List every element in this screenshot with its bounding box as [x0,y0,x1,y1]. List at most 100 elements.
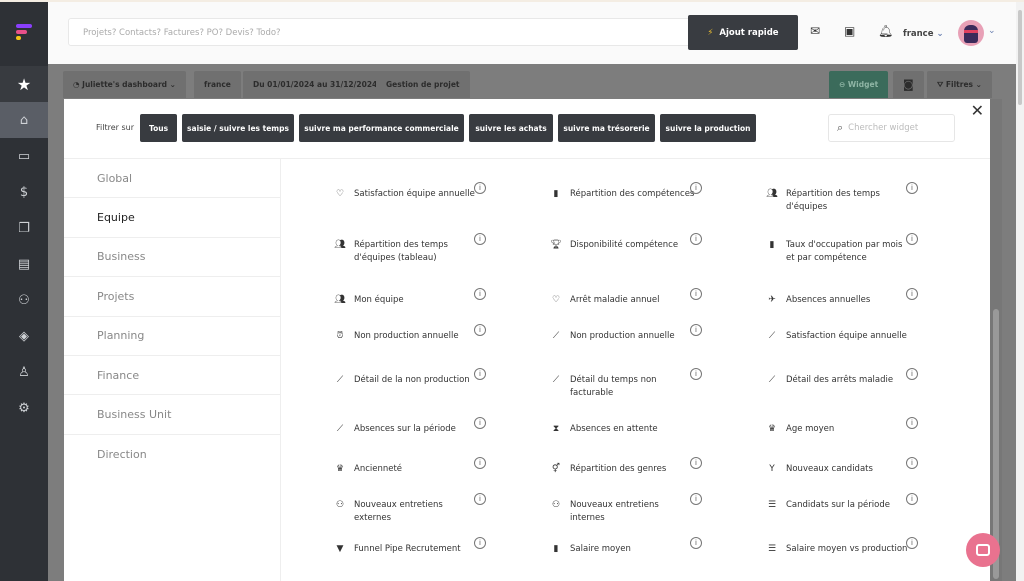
widget-item[interactable]: ⏰︎ Non production annuelle i [334,324,534,343]
info-icon[interactable]: i [690,233,702,245]
mail-icon[interactable]: ✉ [810,24,821,38]
info-icon[interactable]: i [690,493,702,505]
country-selector[interactable]: france ⌄ [903,29,944,39]
chat-button[interactable] [966,533,1000,567]
widget-item[interactable]: ♡ Arrêt maladie annuel i [550,288,750,307]
dashboard-selector[interactable]: ◔ Juliette's dashboard ⌄ [63,71,186,98]
widget-item[interactable]: ☰ Candidats sur la période i [766,493,966,512]
widget-item[interactable]: ⚥ Répartition des genres i [550,457,750,476]
avatar[interactable] [958,20,984,46]
widget-item[interactable]: ✈ Absences annuelles i [766,288,966,307]
project-chip[interactable]: Gestion de projet [376,71,470,98]
layers-icon[interactable]: ◈ [19,328,29,344]
header: Projets? Contacts? Factures? PO? Devis? … [48,2,1016,64]
widget-item[interactable]: ⧗ Absences en attente [550,423,750,436]
widget-item[interactable]: ⚇ Nouveaux entretiens externes i [334,493,534,525]
calendar-icon[interactable]: ▭ [17,148,31,164]
info-icon[interactable]: i [474,182,486,194]
chevron-down-icon[interactable]: ⌄ [988,26,996,36]
widget-label: Absences annuelles [786,295,871,305]
contacts-icon[interactable]: ⚇ [18,292,30,308]
info-icon[interactable]: i [906,233,918,245]
category-item[interactable]: Direction [97,447,147,461]
widget-item[interactable]: ♡ Satisfaction équipe annuelle i [334,182,534,201]
filter-button[interactable]: suivre ma trésorerie [558,114,655,142]
page-scrollbar[interactable] [1016,2,1024,581]
info-icon[interactable]: i [906,457,918,469]
category-item[interactable]: Equipe [64,198,280,238]
info-icon[interactable]: i [690,288,702,300]
info-icon[interactable]: i [474,493,486,505]
widget-item[interactable]: ⟋ Absences sur la période i [334,417,534,436]
info-icon[interactable]: i [906,368,918,380]
info-icon[interactable]: i [690,182,702,194]
info-icon[interactable]: i [906,537,918,549]
period-chip[interactable]: Du 01/01/2024 au 31/12/2024 [243,71,388,98]
widget-item[interactable]: ▮ Taux d'occupation par mois et par compé… [766,233,966,265]
list-icon: ☰ [767,500,777,510]
widget-item[interactable]: ▮ Répartition des compétences i [550,182,750,201]
category-item[interactable]: Business Unit [64,395,280,435]
widget-item[interactable]: ⟋ Détail de la non production i [334,368,534,387]
widget-item[interactable]: ♛ Ancienneté i [334,457,534,476]
quick-add-button[interactable]: ⚡ Ajout rapide [688,15,798,50]
user-icon[interactable]: ♙ [18,364,30,380]
bell-icon[interactable]: 🔔︎ [878,24,894,38]
widget-item[interactable]: 👥︎ Répartition des temps d'équipes i [766,182,966,214]
widget-item[interactable]: ⚇ Nouveaux entretiens internes i [550,493,750,525]
widget-item[interactable]: ⟋ Détail du temps non facturable i [550,368,750,400]
info-icon[interactable]: i [474,288,486,300]
global-search-input[interactable]: Projets? Contacts? Factures? PO? Devis? … [68,18,724,46]
widget-item[interactable]: ☰ Salaire moyen vs production i [766,537,966,556]
calendar-icon[interactable]: ▣ [844,24,856,38]
category-item[interactable]: Business [64,238,280,278]
home-icon[interactable]: ⌂ [0,102,48,138]
widget-item[interactable]: ⟋ Détail des arrêts maladie i [766,368,966,387]
filter-button[interactable]: saisie / suivre les temps [182,114,294,142]
info-icon[interactable]: i [906,182,918,194]
info-icon[interactable]: i [690,368,702,380]
info-icon[interactable]: i [906,417,918,429]
invoice-icon[interactable]: ▤ [17,256,31,272]
filter-button[interactable]: suivre la production [660,114,756,142]
widget-item[interactable]: 👥︎ Répartition des temps d'équipes (table… [334,233,534,265]
country-chip[interactable]: france [194,71,241,98]
widget-item[interactable]: ⟋ Satisfaction équipe annuelle [766,330,966,343]
close-icon[interactable]: ✕ [970,101,984,120]
widget-item[interactable]: Y Nouveaux candidats i [766,457,966,476]
widget-item[interactable]: ▮ Salaire moyen i [550,537,750,556]
widget-item[interactable]: ♛ Age moyen i [766,417,966,436]
category-item[interactable]: Finance [64,356,280,396]
info-icon[interactable]: i [474,324,486,336]
filter-button[interactable]: suivre les achats [469,114,553,142]
info-icon[interactable]: i [690,457,702,469]
filters-button[interactable]: ⛛ Filtres ⌄ [927,71,992,98]
modal-scrollbar[interactable] [990,99,1002,581]
settings-gear-icon[interactable]: ⚙ [18,400,30,416]
info-icon[interactable]: i [690,324,702,336]
info-icon[interactable]: i [474,457,486,469]
widget-search-input[interactable]: ⌕ Chercher widget [828,114,955,142]
filter-button[interactable]: Tous [140,114,177,142]
info-icon[interactable]: i [906,493,918,505]
info-icon[interactable]: i [474,537,486,549]
category-item[interactable]: Projets [64,277,280,317]
widget-item[interactable]: 🏆︎ Disponibilité compétence i [550,233,750,252]
category-item[interactable]: Global [64,159,280,199]
widget-item[interactable]: 👥︎ Mon équipe i [334,288,534,307]
info-icon[interactable]: i [474,368,486,380]
camera-button[interactable]: ◙ [893,71,924,98]
info-icon[interactable]: i [690,537,702,549]
widget-button[interactable]: ⊖ Widget [829,71,889,98]
info-icon[interactable]: i [474,417,486,429]
info-icon[interactable]: i [906,288,918,300]
widget-item[interactable]: ⟋ Non production annuelle i [550,324,750,343]
widget-item[interactable]: ▼ Funnel Pipe Recrutement i [334,537,534,556]
dollar-icon[interactable]: $ [19,184,29,200]
favorites-star-icon[interactable]: ★ [0,66,48,102]
documents-icon[interactable]: ❐ [18,220,30,236]
app-logo[interactable] [16,24,32,42]
info-icon[interactable]: i [474,233,486,245]
filter-button[interactable]: suivre ma performance commerciale [299,114,464,142]
category-item[interactable]: Planning [64,317,280,356]
